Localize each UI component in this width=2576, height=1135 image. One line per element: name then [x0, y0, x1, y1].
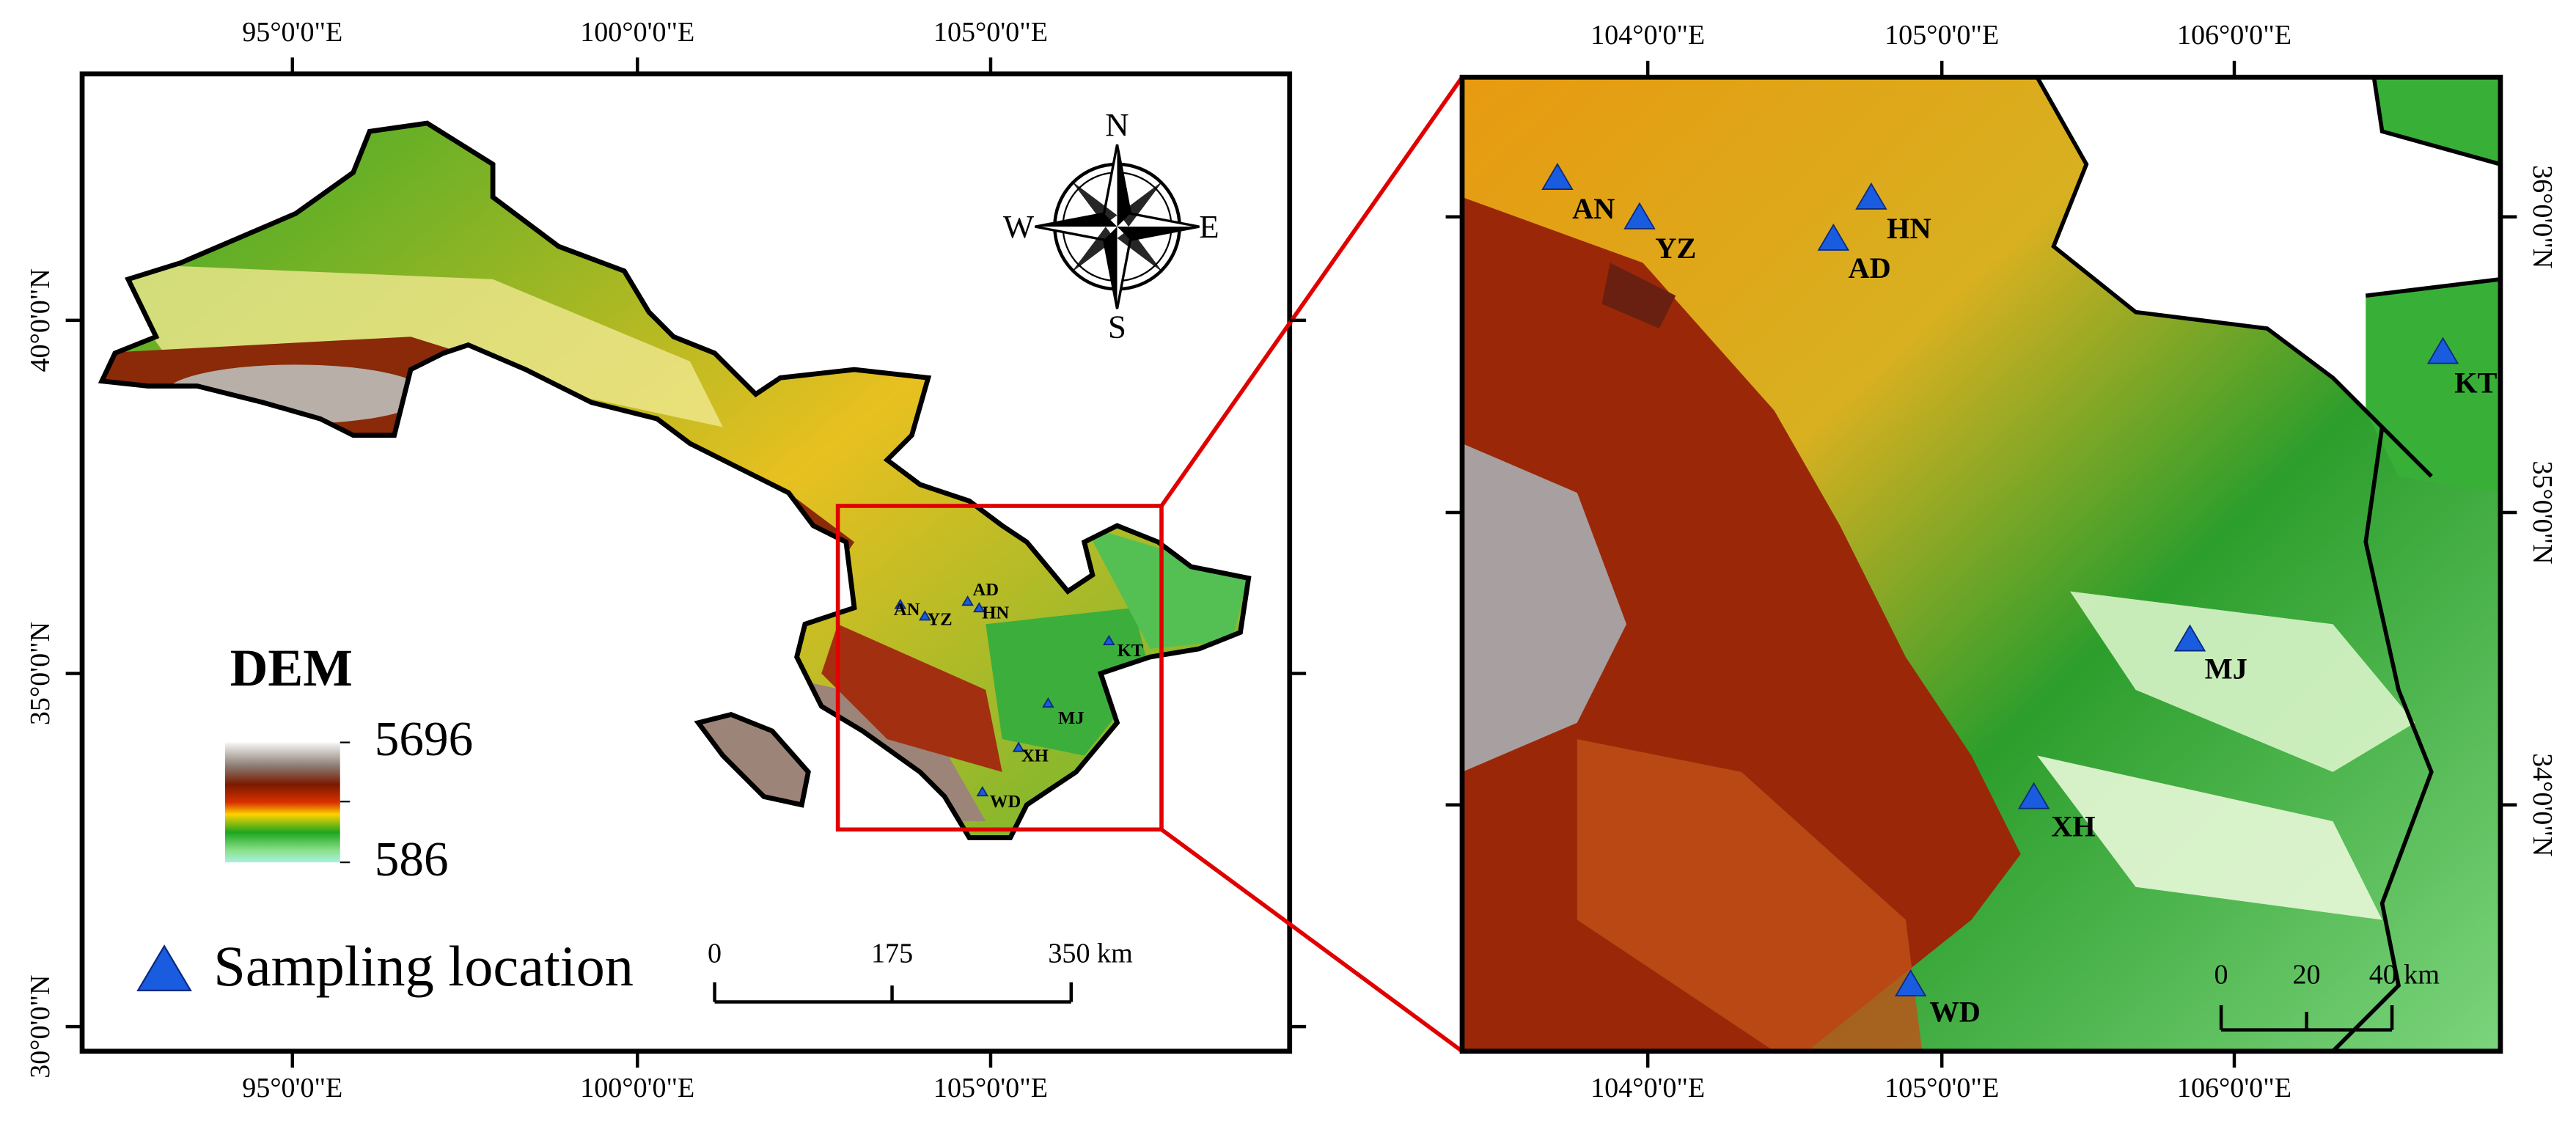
lon-label-top: 106°0'0"E — [2177, 20, 2291, 51]
scale-label: 20 — [2293, 960, 2321, 991]
right-frame — [1459, 74, 2503, 1054]
legend-min: 586 — [375, 831, 449, 886]
lon-label-bottom: 105°0'0"E — [933, 1073, 1048, 1103]
color-bar — [224, 742, 340, 863]
lon-label-top: 100°0'0"E — [580, 17, 694, 48]
sampling-site — [894, 598, 907, 609]
sampling-site — [2017, 782, 2050, 809]
site-label: HN — [1887, 212, 1931, 245]
lat-label: 36°0'0"N — [2527, 165, 2558, 268]
sampling-site — [1894, 969, 1927, 996]
scale-bar-left — [713, 982, 1074, 1004]
lat-label: 34°0'0"N — [2527, 753, 2558, 856]
scale-bar-right — [2219, 1005, 2394, 1032]
site-label: MJ — [2205, 653, 2247, 686]
sampling-site — [1042, 697, 1054, 708]
scale-label: 0 — [2214, 960, 2228, 991]
zoom-line — [1160, 828, 1464, 1054]
lon-label-top: 105°0'0"E — [933, 17, 1048, 48]
site-label: YZ — [927, 609, 952, 629]
site-label: AN — [1572, 192, 1615, 225]
sampling-site — [1855, 182, 1887, 210]
site-label: KT — [2454, 367, 2497, 400]
lat-label: 35°0'0"N — [2527, 460, 2558, 564]
sampling-site — [2426, 337, 2459, 364]
lon-label-bottom: 95°0'0"E — [242, 1073, 342, 1103]
dem-right — [1461, 77, 2500, 1051]
sampling-site — [961, 595, 974, 606]
compass-s: S — [1108, 309, 1126, 345]
compass-e: E — [1199, 208, 1219, 245]
compass-n: N — [1105, 106, 1129, 143]
site-label: WD — [990, 792, 1021, 812]
lon-label-bottom: 104°0'0"E — [1590, 1073, 1705, 1103]
compass-w: W — [1003, 208, 1035, 245]
left-frame — [79, 71, 1293, 1054]
lon-label-bottom: 100°0'0"E — [580, 1073, 694, 1103]
sampling-site — [976, 785, 989, 797]
lon-label-top: 95°0'0"E — [242, 17, 342, 48]
sampling-site — [1623, 202, 1656, 229]
sampling-site — [1012, 741, 1025, 752]
sampling-site — [1817, 223, 1850, 251]
lon-label-bottom: 106°0'0"E — [2177, 1073, 2291, 1103]
sampling-site — [1103, 634, 1115, 645]
lon-label-top: 105°0'0"E — [1885, 20, 1999, 51]
sampling-site — [1541, 163, 1574, 190]
legend-max: 5696 — [375, 711, 473, 766]
site-label: XH — [1021, 746, 1049, 765]
sampling-site — [919, 610, 931, 621]
lat-label: 30°0'0"N — [25, 974, 56, 1078]
site-label: MJ — [1058, 708, 1085, 728]
lat-label: 35°0'0"N — [25, 622, 56, 725]
legend-sampling: Sampling location — [213, 934, 634, 998]
compass: N E S W — [1003, 106, 1219, 345]
sampling-site — [2173, 624, 2206, 652]
site-label: WD — [1929, 996, 1980, 1029]
site-label: AD — [1848, 251, 1890, 284]
site-label: XH — [2051, 810, 2095, 843]
site-label: HN — [982, 603, 1009, 623]
site-label: AD — [972, 580, 999, 600]
sampling-site — [973, 602, 986, 613]
zoom-line — [1159, 76, 1464, 507]
scale-label: 175 — [871, 939, 913, 969]
lon-label-bottom: 105°0'0"E — [1885, 1073, 1999, 1103]
zoom-box — [835, 504, 1164, 832]
scale-label: 0 — [708, 939, 722, 969]
lon-label-top: 104°0'0"E — [1590, 20, 1705, 51]
scale-label: 350 km — [1048, 939, 1133, 969]
site-label: AN — [894, 600, 920, 620]
site-label: KT — [1118, 641, 1144, 661]
scale-label: 40 km — [2369, 960, 2440, 991]
lat-label: 40°0'0"N — [25, 268, 56, 372]
legend-title: DEM — [230, 639, 353, 697]
site-label: YZ — [1655, 232, 1696, 265]
legend-marker — [136, 944, 192, 991]
